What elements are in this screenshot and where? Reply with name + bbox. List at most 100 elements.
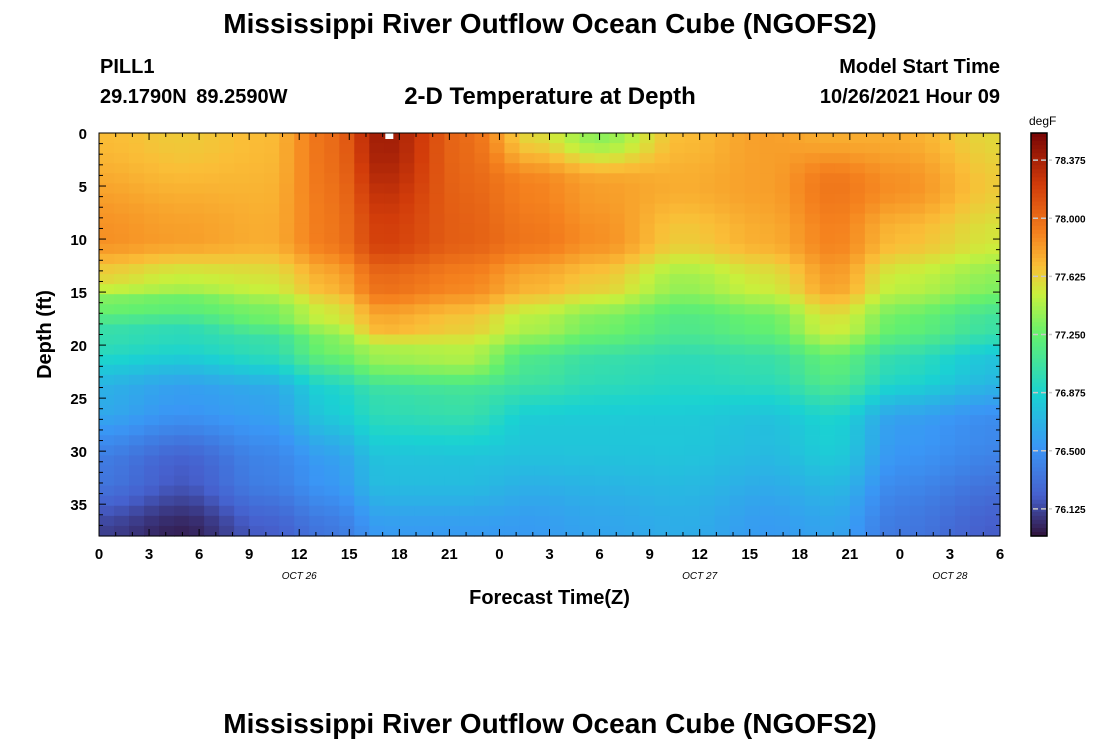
heatmap-cell	[579, 223, 596, 235]
colorbar-segment	[1031, 326, 1047, 332]
heatmap-cell	[849, 445, 866, 456]
heatmap-cell	[369, 495, 385, 507]
heatmap-cell	[144, 233, 160, 245]
heatmap-cell	[444, 334, 460, 346]
heatmap-cell	[369, 163, 385, 174]
heatmap-cell	[99, 364, 115, 376]
heatmap-cell	[159, 153, 175, 164]
heatmap-cell	[204, 445, 220, 456]
heatmap-cell	[654, 505, 671, 517]
heatmap-cell	[354, 193, 370, 205]
heatmap-cell	[594, 425, 611, 436]
heatmap-cell	[744, 465, 761, 477]
colorbar-segment	[1031, 322, 1047, 328]
heatmap-cell	[624, 435, 641, 446]
heatmap-cell	[189, 294, 205, 305]
colorbar-segment	[1031, 483, 1047, 489]
heatmap-cell	[444, 525, 460, 537]
heatmap-cell	[414, 485, 430, 497]
heatmap-cell	[639, 394, 656, 406]
heatmap-cell	[594, 344, 611, 356]
heatmap-cell	[564, 455, 581, 467]
heatmap-cell	[744, 475, 761, 487]
heatmap-cell	[969, 415, 986, 426]
heatmap-cell	[429, 203, 445, 215]
heatmap-cell	[174, 384, 190, 396]
heatmap-cell	[714, 173, 731, 184]
heatmap-cell	[969, 153, 986, 164]
heatmap-cell	[699, 203, 716, 215]
heatmap-cell	[609, 415, 626, 426]
heatmap-cell	[879, 193, 896, 205]
heatmap-cell	[774, 525, 791, 537]
heatmap-cell	[759, 193, 776, 205]
heatmap-cell	[474, 354, 491, 366]
heatmap-cell	[924, 193, 941, 205]
heatmap-cell	[714, 183, 731, 195]
heatmap-cell	[774, 153, 791, 164]
heatmap-cell	[114, 515, 130, 527]
heatmap-cell	[174, 233, 190, 245]
heatmap-cell	[594, 485, 611, 497]
heatmap-cell	[99, 435, 115, 446]
heatmap-cell	[369, 304, 385, 315]
heatmap-cell	[579, 193, 596, 205]
heatmap-cell	[909, 415, 926, 426]
heatmap-cell	[384, 334, 400, 346]
heatmap-cell	[414, 274, 430, 285]
heatmap-cell	[294, 525, 310, 537]
heatmap-cell	[174, 465, 190, 477]
heatmap-cell	[789, 284, 806, 295]
heatmap-cell	[354, 163, 370, 174]
heatmap-cell	[534, 384, 551, 396]
heatmap-cell	[984, 243, 1001, 255]
heatmap-cell	[684, 525, 701, 537]
heatmap-cell	[939, 465, 956, 477]
heatmap-cell	[534, 334, 551, 346]
x-tick-label: 6	[996, 546, 1004, 563]
heatmap-cell	[504, 163, 521, 174]
heatmap-cell	[879, 455, 896, 467]
heatmap-cell	[354, 374, 370, 386]
heatmap-cell	[549, 163, 566, 174]
heatmap-cell	[549, 324, 566, 336]
heatmap-cell	[114, 485, 130, 497]
heatmap-cell	[204, 203, 220, 215]
heatmap-cell	[924, 334, 941, 346]
heatmap-cell	[444, 193, 460, 205]
heatmap-cell	[339, 253, 355, 265]
heatmap-cell	[429, 143, 445, 154]
heatmap-cell	[174, 243, 190, 255]
heatmap-cell	[459, 415, 476, 426]
heatmap-cell	[159, 324, 175, 336]
heatmap-cell	[609, 163, 626, 174]
heatmap-cell	[249, 505, 265, 517]
heatmap-cell	[174, 143, 190, 154]
heatmap-cell	[534, 364, 551, 376]
heatmap-cell	[399, 133, 415, 144]
heatmap-cell	[444, 455, 460, 467]
heatmap-cell	[624, 263, 641, 275]
heatmap-cell	[279, 284, 295, 295]
heatmap-cell	[444, 505, 460, 517]
heatmap-cell	[864, 334, 881, 346]
heatmap-cell	[399, 435, 415, 446]
heatmap-cell	[384, 263, 400, 275]
heatmap-cell	[309, 324, 325, 336]
heatmap-cell	[744, 183, 761, 195]
heatmap-cell	[459, 515, 476, 527]
x-tick-label: 18	[391, 546, 408, 563]
heatmap-cell	[564, 143, 581, 154]
heatmap-cell	[489, 485, 506, 497]
heatmap-cell	[909, 425, 926, 436]
heatmap-cell	[414, 394, 430, 406]
heatmap-cell	[579, 515, 596, 527]
heatmap-cell	[114, 465, 130, 477]
heatmap-cell	[414, 505, 430, 517]
heatmap-cell	[609, 334, 626, 346]
heatmap-cell	[429, 525, 445, 537]
heatmap-cell	[774, 284, 791, 295]
heatmap-cell	[864, 143, 881, 154]
heatmap-cell	[279, 324, 295, 336]
heatmap-cell	[459, 344, 476, 356]
